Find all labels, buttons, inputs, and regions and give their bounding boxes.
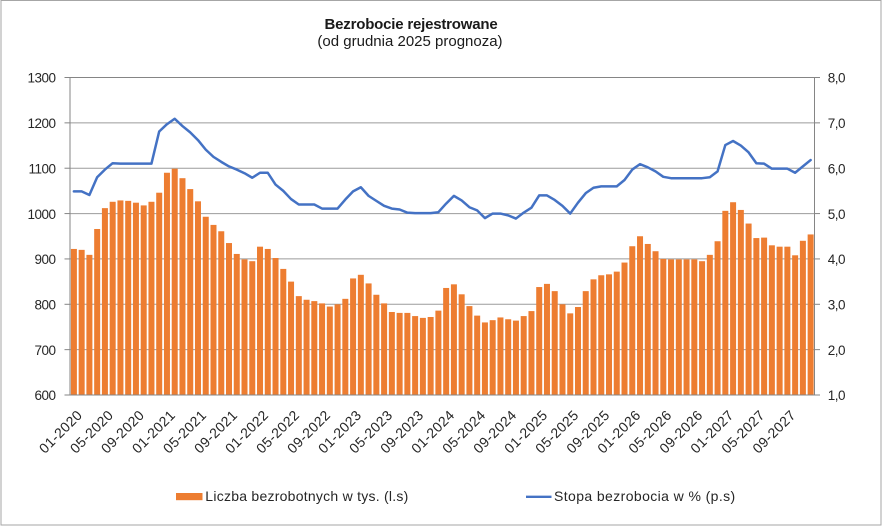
- svg-text:600: 600: [34, 388, 55, 403]
- svg-text:700: 700: [34, 343, 55, 358]
- svg-text:5,0: 5,0: [828, 207, 845, 222]
- svg-text:1000: 1000: [27, 207, 55, 222]
- svg-text:900: 900: [34, 252, 55, 267]
- svg-text:8,0: 8,0: [828, 71, 845, 86]
- svg-text:1100: 1100: [28, 161, 55, 176]
- svg-text:6,0: 6,0: [828, 161, 845, 176]
- svg-text:4,0: 4,0: [828, 252, 845, 267]
- svg-text:(od grudnia 2025 prognoza): (od grudnia 2025 prognoza): [317, 33, 502, 50]
- svg-text:800: 800: [34, 297, 55, 312]
- svg-text:Liczba bezrobotnych w tys. (l.: Liczba bezrobotnych w tys. (l.s): [205, 488, 408, 504]
- svg-text:1,0: 1,0: [828, 388, 845, 403]
- svg-text:7,0: 7,0: [828, 116, 845, 131]
- svg-text:Stopa bezrobocia w % (p.s): Stopa bezrobocia w % (p.s): [554, 488, 736, 504]
- svg-text:3,0: 3,0: [828, 297, 845, 312]
- svg-text:2,0: 2,0: [828, 343, 845, 358]
- svg-text:Bezrobocie rejestrowane: Bezrobocie rejestrowane: [325, 16, 498, 33]
- svg-text:1200: 1200: [27, 116, 55, 131]
- svg-text:1300: 1300: [27, 71, 55, 86]
